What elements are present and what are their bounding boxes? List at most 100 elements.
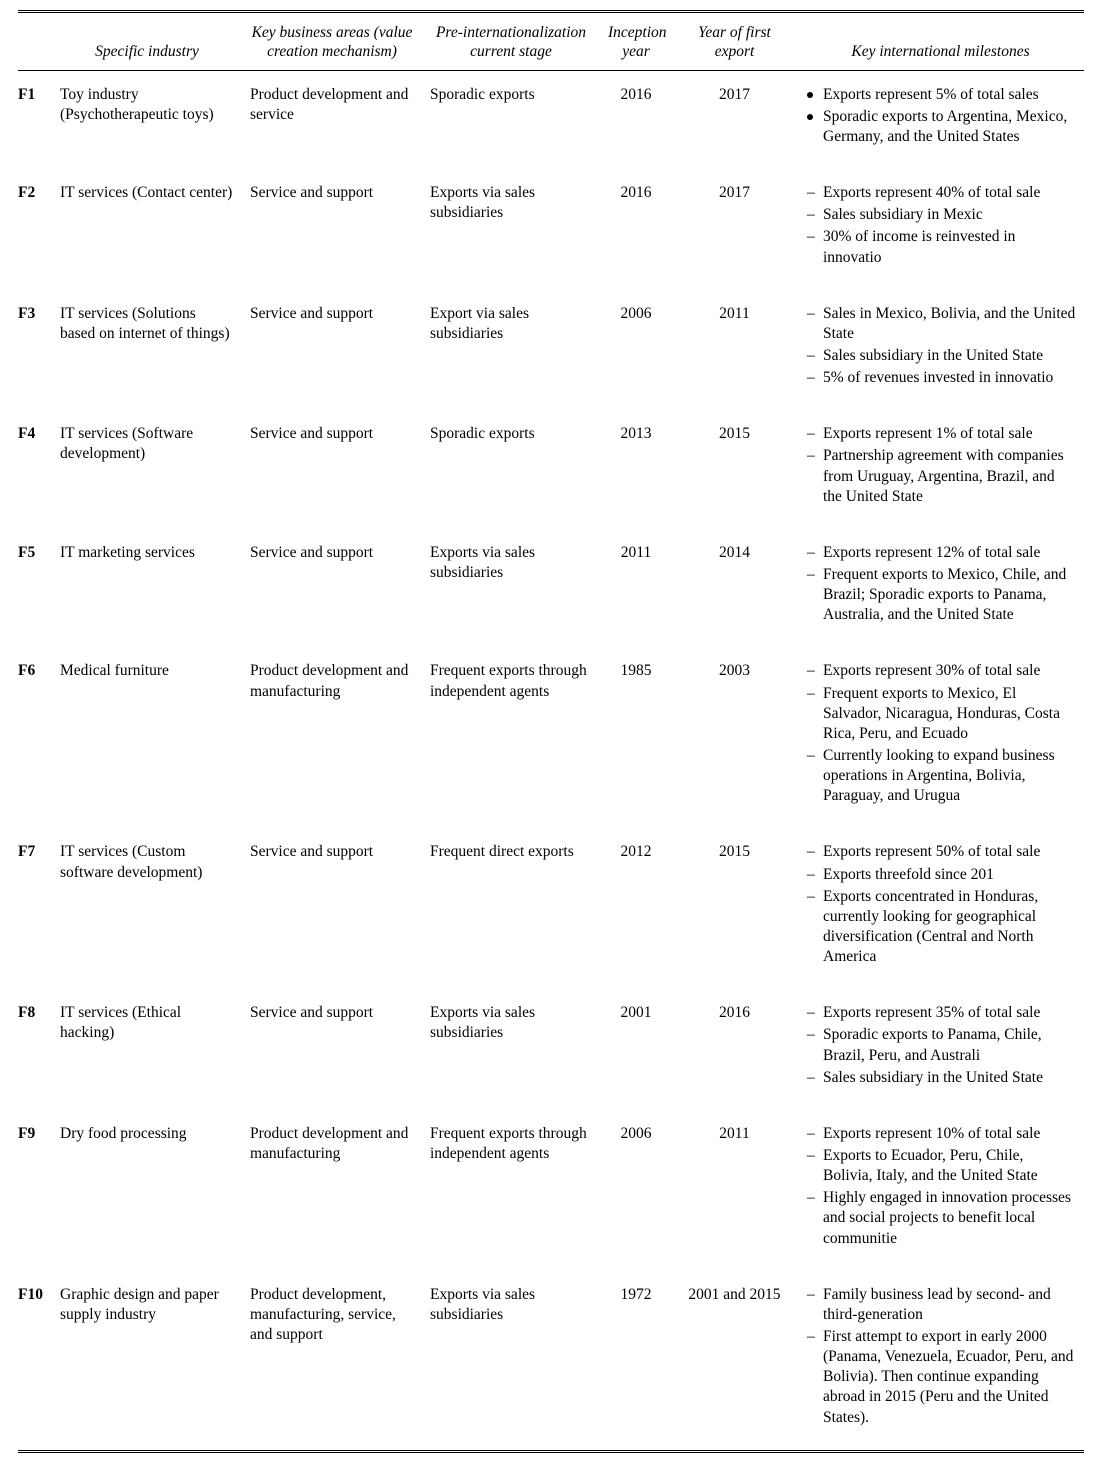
col-stage: Pre-internationalization current stage xyxy=(422,12,600,71)
milestone-item: 30% of income is reinvested in innovatio xyxy=(805,227,1076,267)
milestone-item: Exports represent 35% of total sale xyxy=(805,1003,1076,1023)
table-row: F6Medical furnitureProduct development a… xyxy=(18,647,1084,828)
cell-first-export: 2015 xyxy=(672,410,797,529)
milestones-list: Exports represent 50% of total saleExpor… xyxy=(805,842,1076,967)
table-row: F4IT services (Software development)Serv… xyxy=(18,410,1084,529)
cell-industry: IT services (Custom software development… xyxy=(52,828,242,989)
milestone-item: Sales subsidiary in Mexic xyxy=(805,205,1076,225)
cell-milestones: Family business lead by second- and thir… xyxy=(797,1271,1084,1451)
col-key-area: Key business areas (value creation mecha… xyxy=(242,12,422,71)
milestones-list: Exports represent 12% of total saleFrequ… xyxy=(805,543,1076,626)
milestone-item: Currently looking to expand business ope… xyxy=(805,746,1076,806)
cell-milestones: Exports represent 12% of total saleFrequ… xyxy=(797,529,1084,648)
milestones-list: Exports represent 10% of total saleExpor… xyxy=(805,1124,1076,1249)
cell-stage: Export via sales subsidiaries xyxy=(422,290,600,411)
table-row: F5IT marketing servicesService and suppo… xyxy=(18,529,1084,648)
milestone-item: Highly engaged in innovation processes a… xyxy=(805,1188,1076,1248)
milestone-item: Sporadic exports to Argentina, Mexico, G… xyxy=(805,107,1076,147)
milestone-item: First attempt to export in early 2000 (P… xyxy=(805,1327,1076,1428)
cell-stage: Frequent exports through independent age… xyxy=(422,647,600,828)
col-milestones: Key international milestones xyxy=(797,12,1084,71)
cell-industry: IT services (Contact center) xyxy=(52,169,242,290)
row-id: F5 xyxy=(18,529,52,648)
page-container: Specific industry Key business areas (va… xyxy=(0,0,1102,1477)
cell-key-area: Service and support xyxy=(242,169,422,290)
cell-industry: IT services (Solutions based on internet… xyxy=(52,290,242,411)
milestones-list: Sales in Mexico, Bolivia, and the United… xyxy=(805,304,1076,389)
cell-industry: Toy industry (Psychotherapeutic toys) xyxy=(52,70,242,169)
col-inception: Inception year xyxy=(600,12,672,71)
table-row: F3IT services (Solutions based on intern… xyxy=(18,290,1084,411)
table-row: F9Dry food processingProduct development… xyxy=(18,1110,1084,1271)
cell-industry: Graphic design and paper supply industry xyxy=(52,1271,242,1451)
cell-stage: Frequent direct exports xyxy=(422,828,600,989)
cell-key-area: Service and support xyxy=(242,989,422,1110)
milestones-list: Exports represent 30% of total sale Frequ… xyxy=(805,661,1076,806)
row-id: F3 xyxy=(18,290,52,411)
milestone-item: Sales subsidiary in the United State xyxy=(805,1068,1076,1088)
cell-milestones: Sales in Mexico, Bolivia, and the United… xyxy=(797,290,1084,411)
cell-inception: 2001 xyxy=(600,989,672,1110)
cell-key-area: Product development and service xyxy=(242,70,422,169)
row-id: F6 xyxy=(18,647,52,828)
cell-milestones: Exports represent 35% of total saleSpora… xyxy=(797,989,1084,1110)
cell-first-export: 2017 xyxy=(672,169,797,290)
cell-first-export: 2015 xyxy=(672,828,797,989)
milestones-list: Exports represent 1% of total salePartne… xyxy=(805,424,1076,507)
cell-inception: 1972 xyxy=(600,1271,672,1451)
cell-first-export: 2011 xyxy=(672,290,797,411)
cell-first-export: 2017 xyxy=(672,70,797,169)
cell-milestones: Exports represent 1% of total salePartne… xyxy=(797,410,1084,529)
cell-inception: 2011 xyxy=(600,529,672,648)
cell-stage: Exports via sales subsidiaries xyxy=(422,989,600,1110)
cell-industry: Dry food processing xyxy=(52,1110,242,1271)
milestone-item: Partnership agreement with companies fro… xyxy=(805,446,1076,506)
table-row: F1Toy industry (Psychotherapeutic toys)P… xyxy=(18,70,1084,169)
cell-key-area: Product development, manufacturing, serv… xyxy=(242,1271,422,1451)
milestone-item: Exports represent 30% of total sale xyxy=(805,661,1076,681)
milestone-item: Sporadic exports to Panama, Chile, Brazi… xyxy=(805,1025,1076,1065)
milestone-item: Sales subsidiary in the United State xyxy=(805,346,1076,366)
cell-milestones: Exports represent 50% of total saleExpor… xyxy=(797,828,1084,989)
cell-milestones: Exports represent 40% of total saleSales… xyxy=(797,169,1084,290)
milestones-list: Exports represent 5% of total salesSpora… xyxy=(805,85,1076,147)
milestone-item: Exports represent 5% of total sales xyxy=(805,85,1076,105)
milestone-item: Frequent exports to Mexico, El Salvador,… xyxy=(805,684,1076,744)
cell-inception: 1985 xyxy=(600,647,672,828)
row-id: F9 xyxy=(18,1110,52,1271)
col-industry: Specific industry xyxy=(52,12,242,71)
cell-stage: Sporadic exports xyxy=(422,410,600,529)
cell-stage: Exports via sales subsidiaries xyxy=(422,1271,600,1451)
cell-first-export: 2001 and 2015 xyxy=(672,1271,797,1451)
cell-industry: IT marketing services xyxy=(52,529,242,648)
cell-key-area: Service and support xyxy=(242,529,422,648)
cell-inception: 2012 xyxy=(600,828,672,989)
cell-first-export: 2016 xyxy=(672,989,797,1110)
cell-milestones: Exports represent 30% of total sale Frequ… xyxy=(797,647,1084,828)
cell-key-area: Product development and manufacturing xyxy=(242,1110,422,1271)
milestone-item: Exports concentrated in Honduras, curren… xyxy=(805,887,1076,968)
cell-key-area: Service and support xyxy=(242,410,422,529)
cell-stage: Sporadic exports xyxy=(422,70,600,169)
milestone-item: Exports threefold since 201 xyxy=(805,865,1076,885)
row-id: F10 xyxy=(18,1271,52,1451)
cell-industry: IT services (Ethical hacking) xyxy=(52,989,242,1110)
cell-key-area: Service and support xyxy=(242,290,422,411)
table-row: F2IT services (Contact center)Service an… xyxy=(18,169,1084,290)
cell-first-export: 2014 xyxy=(672,529,797,648)
table-row: F8IT services (Ethical hacking)Service a… xyxy=(18,989,1084,1110)
table-head: Specific industry Key business areas (va… xyxy=(18,12,1084,71)
table-row: F7IT services (Custom software developme… xyxy=(18,828,1084,989)
row-id: F1 xyxy=(18,70,52,169)
cell-inception: 2006 xyxy=(600,1110,672,1271)
cell-first-export: 2011 xyxy=(672,1110,797,1271)
cell-inception: 2016 xyxy=(600,70,672,169)
companies-table: Specific industry Key business areas (va… xyxy=(18,10,1084,1453)
milestone-item: Exports represent 12% of total sale xyxy=(805,543,1076,563)
milestone-item: Exports to Ecuador, Peru, Chile, Bolivia… xyxy=(805,1146,1076,1186)
milestones-list: Exports represent 40% of total saleSales… xyxy=(805,183,1076,268)
cell-industry: IT services (Software development) xyxy=(52,410,242,529)
table-row: F10Graphic design and paper supply indus… xyxy=(18,1271,1084,1451)
cell-milestones: Exports represent 5% of total salesSpora… xyxy=(797,70,1084,169)
cell-key-area: Service and support xyxy=(242,828,422,989)
